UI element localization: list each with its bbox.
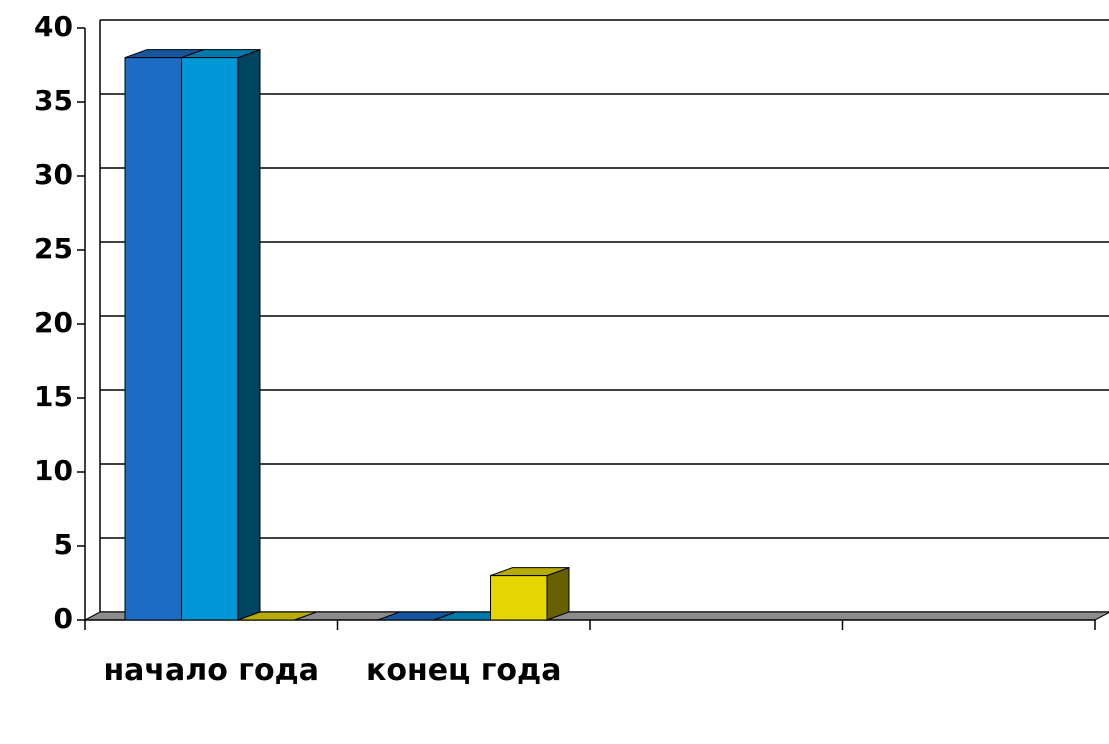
bar xyxy=(181,48,261,621)
bar xyxy=(237,611,317,621)
y-tick-label: 25 xyxy=(34,232,73,265)
y-tick-label: 0 xyxy=(54,602,73,635)
y-tick-label: 40 xyxy=(34,10,73,43)
y-tick-label: 30 xyxy=(34,158,73,191)
bar-front xyxy=(181,57,239,621)
y-tick-label: 5 xyxy=(54,528,73,561)
bar-side xyxy=(237,48,261,621)
bar-front xyxy=(124,57,182,621)
y-tick-label: 10 xyxy=(34,454,73,487)
bar xyxy=(490,566,570,621)
y-tick-label: 20 xyxy=(34,306,73,339)
bar-side xyxy=(546,566,570,621)
bar-front xyxy=(490,575,548,621)
x-tick-label: конец года xyxy=(366,653,562,688)
y-tick-label: 15 xyxy=(34,380,73,413)
y-tick-label: 35 xyxy=(34,84,73,117)
x-tick-label: начало года xyxy=(103,653,320,688)
